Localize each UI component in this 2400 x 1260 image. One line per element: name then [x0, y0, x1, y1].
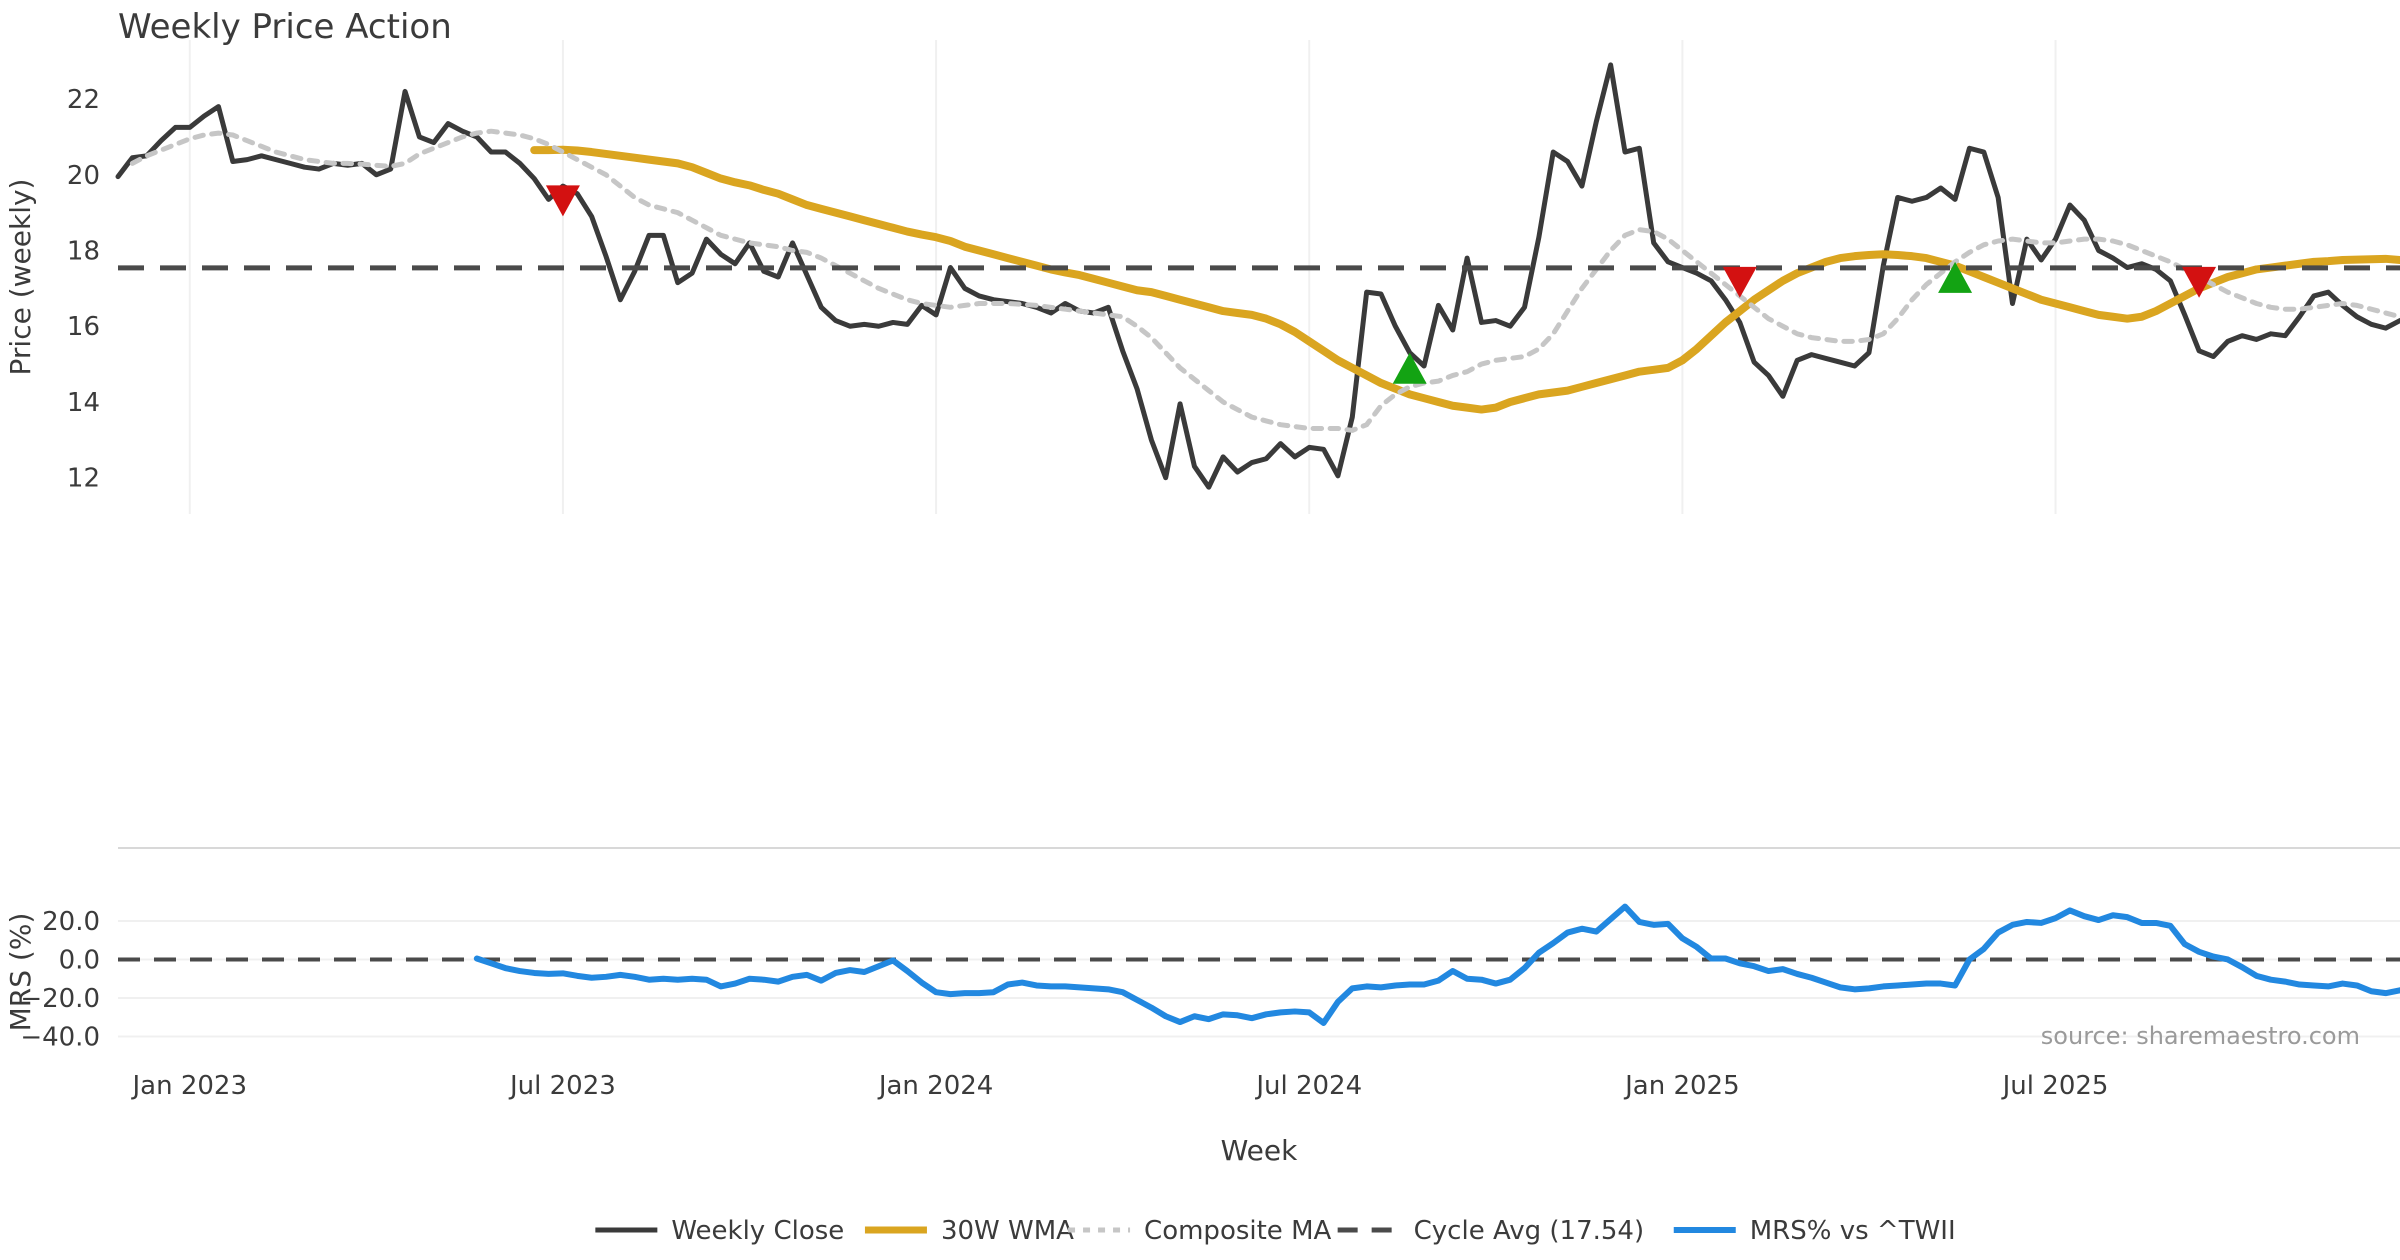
- price-axis-label: Price (weekly): [4, 179, 37, 376]
- price-ytick-label: 16: [67, 312, 100, 342]
- sell-signal-marker: [1722, 266, 1757, 298]
- sell-signal-marker: [545, 185, 580, 217]
- buy-signal-marker: [1392, 352, 1427, 384]
- xtick-label: Jul 2025: [2001, 1071, 2109, 1101]
- xtick-label: Jan 2024: [877, 1071, 994, 1101]
- price-series-line: [129, 128, 2400, 433]
- xtick-label: Jul 2024: [1254, 1071, 1362, 1101]
- price-ytick-label: 14: [67, 388, 100, 418]
- sell-signal-marker: [2182, 266, 2217, 298]
- xtick-label: Jan 2023: [131, 1071, 248, 1101]
- price-panel: 12 14 16 18 20 22 Price (weekly): [4, 40, 2400, 514]
- mrs-ytick-label: −20.0: [20, 984, 100, 1014]
- mrs-series-line: [473, 903, 2400, 1026]
- mrs-ytick-label: 20.0: [42, 907, 100, 937]
- price-series-line: [115, 62, 2400, 490]
- xtick-label: Jul 2023: [508, 1071, 616, 1101]
- mrs-ytick-label: −40.0: [20, 1022, 100, 1052]
- chart-legend: Weekly Close 30W WMA Composite MA Cycle Avg…: [595, 1216, 1956, 1246]
- price-series-line: [530, 145, 2400, 414]
- x-axis-label: Week: [1221, 1134, 1298, 1167]
- price-ytick-label: 22: [67, 85, 100, 115]
- legend-label: Composite MA: [1144, 1216, 1331, 1246]
- legend-label: Cycle Avg (17.54): [1414, 1216, 1644, 1246]
- price-ytick-label: 12: [67, 464, 100, 494]
- price-ytick-label: 20: [67, 161, 100, 191]
- legend-label: Weekly Close: [671, 1216, 844, 1246]
- mrs-ytick-label: 0.0: [59, 945, 100, 975]
- page-title: Weekly Price Action: [118, 7, 452, 47]
- legend-label: MRS% vs ^TWII: [1750, 1216, 1956, 1246]
- source-watermark: source: sharemaestro.com: [2041, 1022, 2360, 1050]
- mrs-axis-label: MRS (%): [4, 913, 37, 1032]
- price-ytick-label: 18: [67, 236, 100, 266]
- legend-label: 30W WMA: [941, 1216, 1074, 1246]
- xtick-label: Jan 2025: [1623, 1071, 1740, 1101]
- buy-signal-marker: [1938, 261, 1973, 293]
